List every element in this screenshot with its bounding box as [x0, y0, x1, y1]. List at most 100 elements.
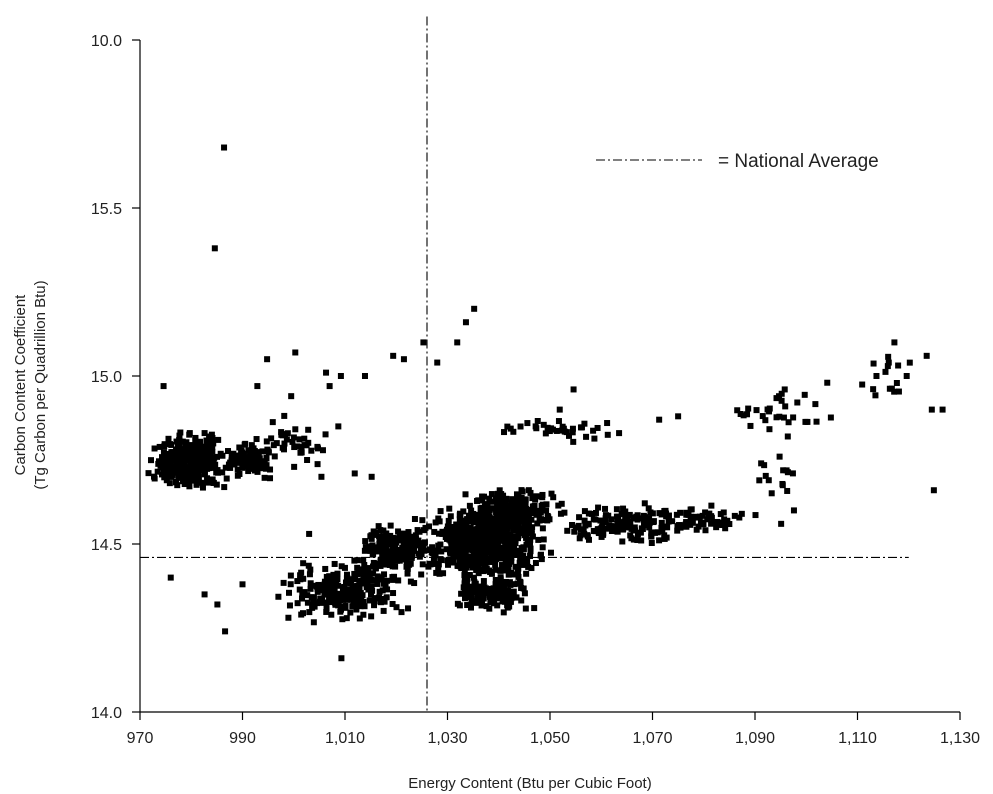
data-point	[496, 537, 503, 544]
data-point	[531, 605, 538, 612]
data-point	[379, 587, 386, 594]
data-point	[555, 418, 562, 425]
scatter-points	[145, 144, 946, 662]
data-point	[570, 386, 577, 393]
data-point	[159, 454, 166, 461]
data-point	[383, 545, 390, 552]
data-point	[191, 443, 198, 450]
data-point	[778, 390, 785, 397]
data-point	[392, 536, 399, 543]
data-point	[467, 525, 474, 532]
data-point	[370, 570, 377, 577]
data-point	[784, 433, 791, 440]
data-point	[395, 528, 402, 535]
data-point	[202, 450, 209, 457]
data-point	[366, 571, 373, 578]
data-point	[804, 418, 811, 425]
data-point	[377, 562, 384, 569]
data-point	[323, 369, 330, 376]
data-point	[496, 523, 503, 530]
data-point	[353, 584, 360, 591]
data-point	[370, 563, 377, 570]
data-point	[275, 593, 282, 600]
data-point	[572, 524, 579, 531]
y-tick-label: 10.0	[91, 33, 122, 50]
data-point	[674, 527, 681, 534]
data-point	[939, 406, 946, 413]
data-point	[549, 426, 556, 433]
data-point	[470, 510, 477, 517]
data-point	[264, 356, 271, 363]
data-point	[454, 339, 461, 346]
data-point	[471, 579, 478, 586]
data-point	[581, 508, 588, 515]
data-point	[404, 565, 411, 572]
data-point	[239, 464, 246, 471]
data-point	[528, 507, 535, 514]
data-point	[391, 545, 398, 552]
data-point	[597, 517, 604, 524]
data-point	[420, 540, 427, 547]
data-point	[456, 516, 463, 523]
data-point	[468, 507, 475, 514]
data-point	[309, 601, 316, 608]
data-point	[323, 573, 330, 580]
data-point	[656, 537, 663, 544]
data-point	[906, 359, 913, 366]
data-point	[203, 437, 210, 444]
data-point	[604, 420, 611, 427]
data-point	[489, 505, 496, 512]
data-point	[189, 476, 196, 483]
data-point	[524, 420, 531, 427]
data-point	[389, 534, 396, 541]
data-point	[381, 598, 388, 605]
data-point	[646, 519, 653, 526]
data-point	[294, 578, 301, 585]
data-point	[499, 596, 506, 603]
data-point	[160, 449, 167, 456]
data-point	[493, 551, 500, 558]
data-point	[362, 538, 369, 545]
data-point	[389, 600, 396, 607]
data-point	[584, 533, 591, 540]
data-point	[595, 504, 602, 511]
data-point	[506, 551, 513, 558]
data-point	[499, 562, 506, 569]
data-point	[210, 464, 217, 471]
data-point	[418, 547, 425, 554]
data-point	[380, 580, 387, 587]
data-point	[219, 469, 226, 476]
data-point	[766, 426, 773, 433]
data-point	[601, 518, 608, 525]
data-point	[453, 534, 460, 541]
data-point	[702, 527, 709, 534]
data-point	[731, 512, 738, 519]
data-point	[407, 560, 414, 567]
data-point	[355, 566, 362, 573]
data-point	[532, 560, 539, 567]
data-point	[474, 559, 481, 566]
data-point	[474, 535, 481, 542]
data-point	[482, 561, 489, 568]
data-point	[638, 537, 645, 544]
data-point	[555, 502, 562, 509]
x-tick-label: 990	[229, 730, 256, 747]
data-point	[446, 548, 453, 555]
data-point	[715, 519, 722, 526]
data-point	[250, 458, 257, 465]
data-point	[201, 471, 208, 478]
data-point	[696, 514, 703, 521]
data-point	[766, 408, 773, 415]
data-point	[640, 519, 647, 526]
data-point	[412, 532, 419, 539]
data-point	[353, 606, 360, 613]
data-point	[638, 525, 645, 532]
data-point	[930, 487, 937, 494]
data-point	[343, 615, 350, 622]
data-point	[209, 461, 216, 468]
data-point	[395, 577, 402, 584]
data-point	[323, 605, 330, 612]
data-point	[650, 518, 657, 525]
data-point	[886, 385, 893, 392]
